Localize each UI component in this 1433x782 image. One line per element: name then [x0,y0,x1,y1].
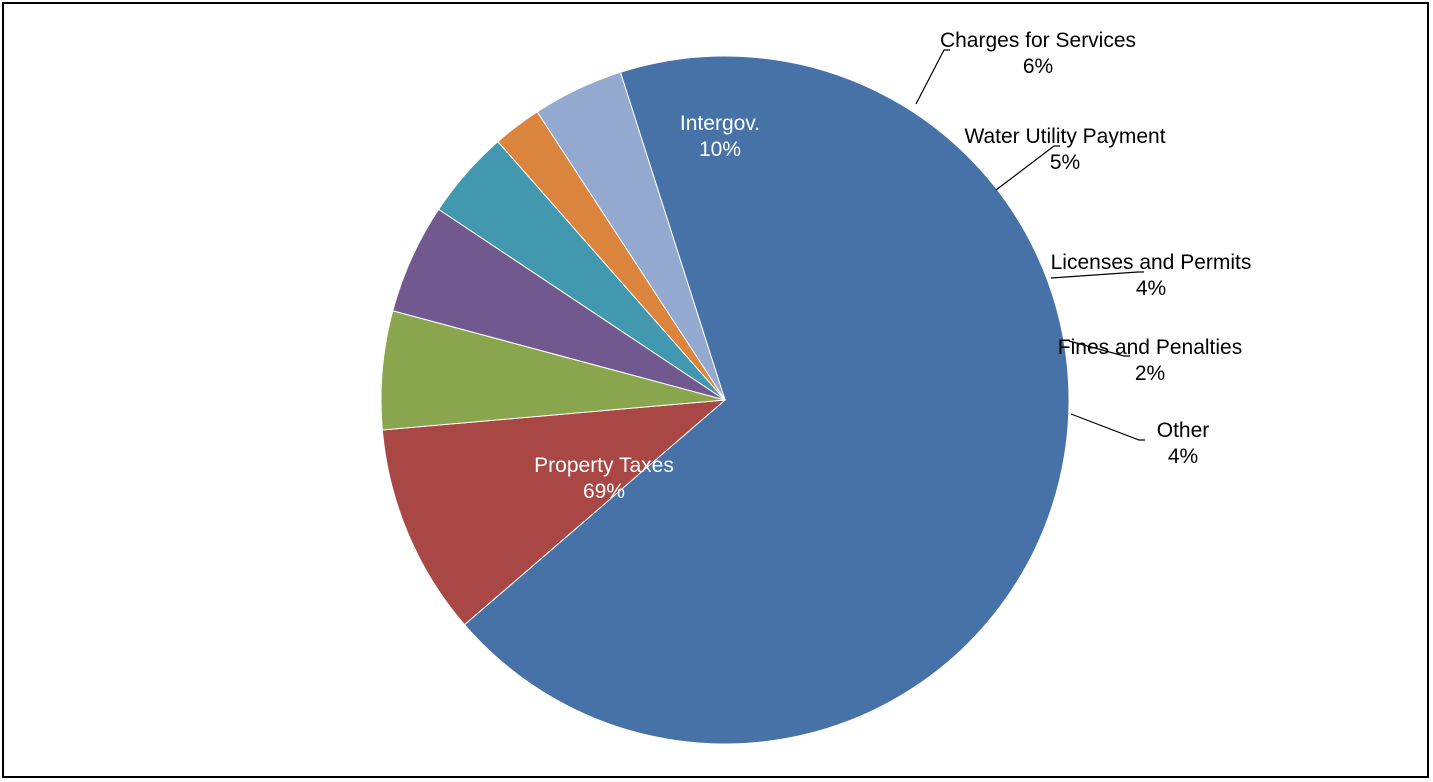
slice-label-property-taxes: Property Taxes 69% [534,454,674,503]
slice-name: Water Utility Payment [964,125,1165,148]
slice-percent: 4% [1136,277,1166,300]
leader-line-water-utility-payment [995,145,1060,191]
slice-percent: 69% [583,480,625,503]
slice-percent: 5% [1050,151,1080,174]
slice-label-other: Other 4% [1157,419,1210,468]
slice-label-intergov: Intergov. 10% [680,112,760,161]
slice-name: Other [1157,419,1210,442]
pie-slice-property-taxes [463,55,1070,745]
leader-line-charges-for-services [915,49,950,105]
slice-percent: 6% [1023,55,1053,78]
slice-name: Licenses and Permits [1051,251,1252,274]
slice-label-fines-and-penalties: Fines and Penalties 2% [1058,336,1242,385]
pie-chart: Property Taxes 69% Intergov. 10% Charges for… [380,29,1252,745]
slice-name: Charges for Services [940,29,1136,52]
slice-label-water-utility-payment: Water Utility Payment 5% [964,125,1165,174]
slice-label-charges-for-services: Charges for Services 6% [940,29,1136,78]
slice-percent: 2% [1135,362,1165,385]
slice-name: Intergov. [680,112,760,135]
slice-percent: 4% [1168,445,1198,468]
slice-percent: 10% [699,138,741,161]
leader-line-fines-and-penalties [1068,340,1130,357]
slice-name: Fines and Penalties [1058,336,1242,359]
pie-slice-other [536,71,726,401]
pie-slice-intergov [381,399,727,626]
leader-line-other [1070,413,1145,441]
slice-name: Property Taxes [534,454,674,477]
leader-line-licenses-and-permits [1050,271,1144,279]
slice-label-licenses-and-permits: Licenses and Permits 4% [1051,251,1252,300]
